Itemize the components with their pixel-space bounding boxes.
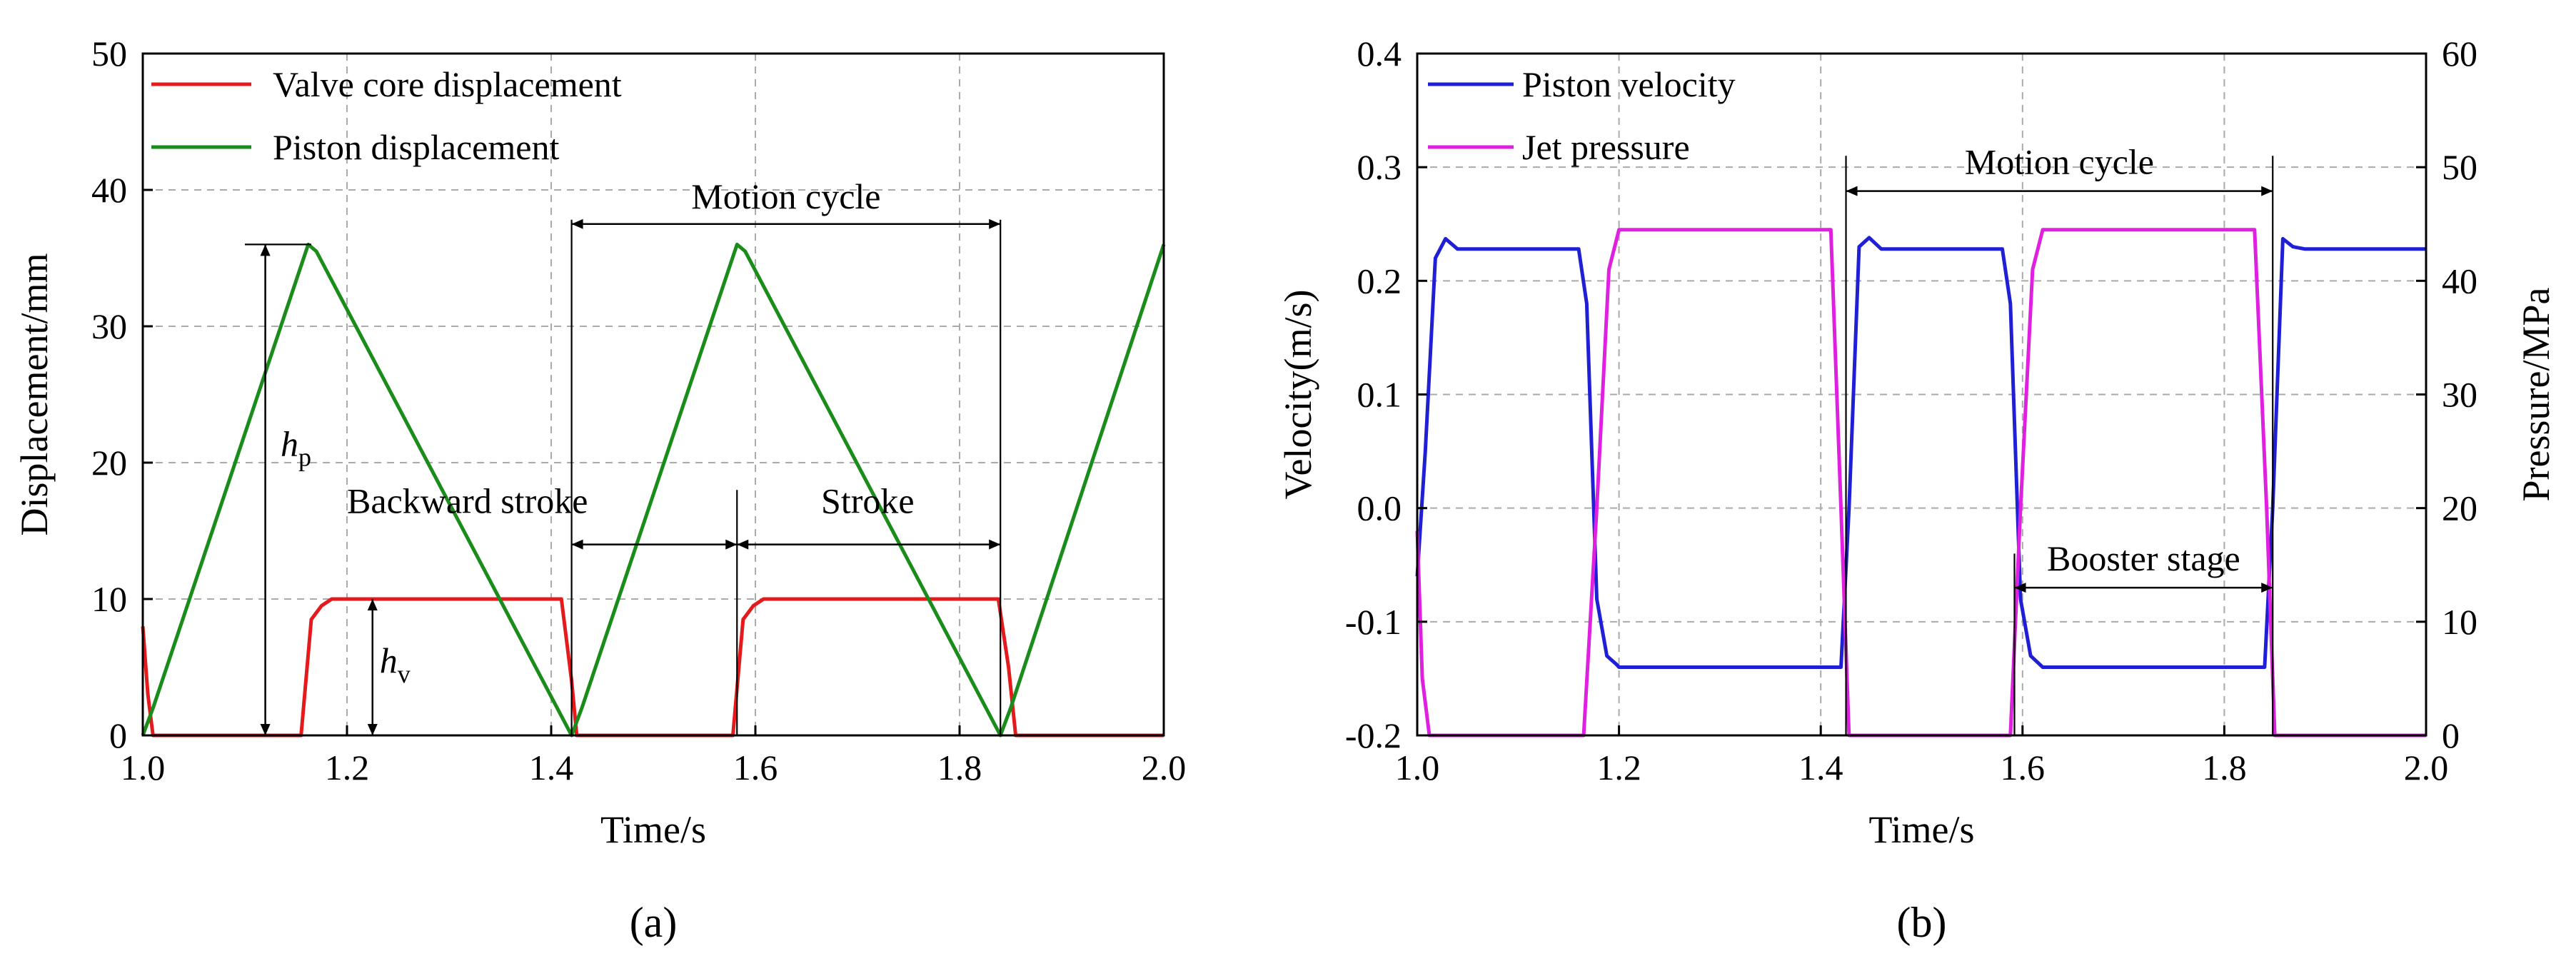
y-left-tick-label: 0.4	[1357, 34, 1402, 74]
x-tick-label: 1.2	[1596, 748, 1641, 788]
x-tick-label: 1.8	[2202, 748, 2247, 788]
y-tick-label: 0	[109, 715, 127, 755]
booster-stage-arrow-head-right	[2261, 583, 2273, 593]
booster-stage-arrow-head-left	[2014, 583, 2026, 593]
y-right-tick-label: 10	[2442, 602, 2477, 642]
annotations-b: Motion cycle Booster stage	[1845, 142, 2274, 735]
ticks-b: 1.0 1.2 1.4 1.6 1.8 2.0 -0.2 -0.1 0.0 0.1 0.2 0.3 0.…	[1345, 34, 2477, 788]
y-left-tick-label: -0.1	[1345, 602, 1402, 642]
backward-stroke-arrow-head-left	[571, 539, 583, 550]
y-axis-label-right-b: Pressure/MPa	[2515, 287, 2557, 501]
booster-stage-label: Booster stage	[2047, 538, 2240, 578]
y-left-tick-label: 0.2	[1357, 261, 1402, 301]
ticks-a: 1.0 1.2 1.4 1.6 1.8 2.0 0 10 20 30 40 50	[91, 34, 1186, 788]
x-axis-label-a: Time/s	[600, 808, 706, 851]
hp-arrow-head-down	[260, 724, 271, 735]
x-tick-label: 1.6	[733, 748, 778, 788]
motion-cycle-arrow-head-right	[989, 218, 1001, 229]
legend-item-piston-velocity-label: Piston velocity	[1522, 64, 1736, 104]
x-tick-label: 1.0	[121, 748, 166, 788]
x-tick-label: 1.0	[1395, 748, 1440, 788]
series-line-piston-velocity	[1415, 236, 2426, 669]
y-right-tick-label: 60	[2442, 34, 2477, 74]
annotations-a: Motion cycle Backward stroke Stroke hp hv	[245, 176, 1002, 735]
legend-a: Valve core displacement Piston displaceme…	[151, 64, 622, 167]
legend-b: Piston velocity Jet pressure	[1428, 64, 1736, 167]
x-tick-label: 1.4	[529, 748, 574, 788]
x-tick-label: 1.4	[1798, 748, 1843, 788]
grid-b	[1417, 54, 2426, 735]
legend-item-piston-label: Piston displacement	[273, 127, 559, 167]
motion-cycle-arrow-head-right	[2261, 186, 2273, 196]
y-tick-label: 40	[91, 170, 127, 210]
y-right-tick-label: 0	[2442, 715, 2460, 755]
y-right-tick-label: 30	[2442, 375, 2477, 415]
hp-arrow-head-up	[260, 244, 271, 256]
legend-item-valve-core-label: Valve core displacement	[273, 64, 622, 104]
y-tick-label: 50	[91, 34, 127, 74]
hv-arrow-head-up	[367, 599, 378, 610]
motion-cycle-label: Motion cycle	[691, 176, 880, 216]
series-b	[1415, 228, 2426, 738]
motion-cycle-arrow-head-left	[571, 218, 583, 229]
series-line-piston	[141, 242, 1166, 738]
stroke-arrow-head-right	[989, 539, 1001, 550]
series-line-valve-core	[141, 597, 1164, 738]
y-left-tick-label: -0.2	[1345, 715, 1402, 755]
panel-a: 1.0 1.2 1.4 1.6 1.8 2.0 0 10 20 30 40 50 Time/s Dis…	[13, 34, 1186, 946]
backward-stroke-arrow-head-right	[725, 539, 738, 550]
motion-cycle-label: Motion cycle	[1965, 142, 2154, 182]
backward-stroke-label: Backward stroke	[347, 481, 588, 521]
x-tick-label: 2.0	[2404, 748, 2449, 788]
hp-label: hp	[281, 423, 311, 471]
motion-cycle-arrow-head-left	[1846, 186, 1858, 196]
y-left-tick-label: 0.1	[1357, 375, 1402, 415]
x-tick-label: 1.8	[937, 748, 982, 788]
plot-frame-a	[141, 52, 1165, 737]
stroke-label: Stroke	[821, 481, 915, 521]
hv-subscript: v	[398, 660, 411, 688]
panel-label-b: (b)	[1897, 899, 1947, 946]
y-right-tick-label: 40	[2442, 261, 2477, 301]
y-left-tick-label: 0.3	[1357, 147, 1402, 187]
x-tick-label: 1.6	[2001, 748, 2046, 788]
y-tick-label: 10	[91, 579, 127, 619]
hv-arrow-head-down	[367, 724, 378, 735]
y-axis-label-a: Displacement/mm	[13, 253, 56, 536]
hp-subscript: p	[298, 443, 311, 471]
stroke-arrow-head-left	[737, 539, 749, 550]
y-right-tick-label: 50	[2442, 147, 2477, 187]
y-right-tick-label: 20	[2442, 488, 2477, 528]
panel-b: 1.0 1.2 1.4 1.6 1.8 2.0 -0.2 -0.1 0.0 0.1 0.2 0.3 0.…	[1277, 34, 2557, 946]
hv-label: hv	[380, 640, 411, 688]
series-a	[141, 242, 1166, 738]
panel-label-a: (a)	[630, 899, 678, 946]
x-tick-label: 1.2	[325, 748, 370, 788]
y-tick-label: 20	[91, 443, 127, 483]
x-tick-label: 2.0	[1142, 748, 1187, 788]
y-axis-label-left-b: Velocity(m/s)	[1277, 290, 1319, 500]
y-left-tick-label: 0.0	[1357, 488, 1402, 528]
y-tick-label: 30	[91, 306, 127, 346]
legend-item-jet-pressure-label: Jet pressure	[1522, 127, 1690, 167]
x-axis-label-b: Time/s	[1868, 808, 1974, 851]
